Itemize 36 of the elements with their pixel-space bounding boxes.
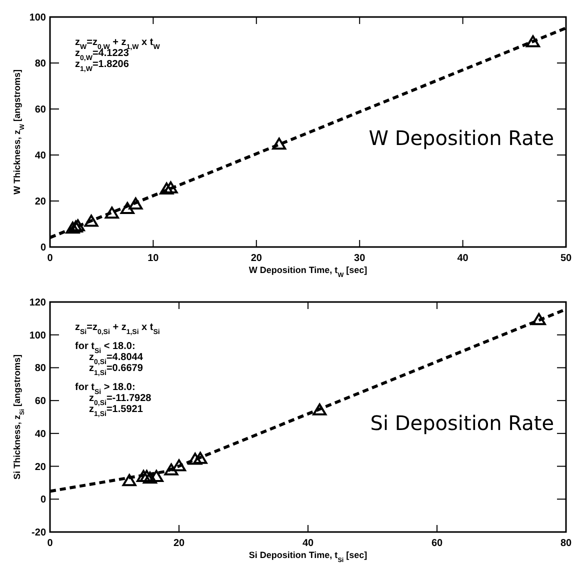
annotation: for t$_{Si}$ > 18.0:	[75, 382, 136, 396]
x-axis-title: W Deposition Time, t$_{W}$ [sec]	[248, 265, 368, 278]
x-tick-label: 0	[47, 538, 54, 549]
y-tick-label: 20	[34, 462, 46, 473]
y-tick-label: 100	[29, 330, 46, 342]
x-tick-label: 40	[302, 538, 314, 549]
annotation: z$_{0,Si}$=4.8044	[89, 352, 144, 366]
annotation: z$_{W}$=z$_{0,W}$ + z$_{1,W}$ x t$_{W}$	[75, 37, 160, 50]
annotation: z$_{Si}$=z$_{0,Si}$ + z$_{1,Si}$ x t$_{Si}$	[75, 322, 160, 336]
y-tick-label: 40	[34, 428, 46, 440]
x-axis-title: Si Deposition Time, t$_{Si}$ [sec]	[248, 550, 368, 564]
text: W Deposition Rate	[368, 126, 554, 150]
y-tick-label: 100	[29, 12, 46, 24]
x-tick-label: 30	[354, 253, 366, 264]
y-tick-label: 120	[29, 298, 46, 308]
y-tick-label: 80	[34, 58, 46, 70]
x-tick-label: 20	[173, 538, 185, 549]
y-tick-label: 80	[34, 363, 46, 374]
y-tick-label: 0	[40, 242, 46, 254]
annotation: z$_{0,Si}$=-11.7928	[89, 393, 152, 406]
y-tick-label: 0	[40, 494, 46, 506]
annotation: z$_{0,W}$=4.1223	[75, 48, 130, 62]
x-tick-label: 40	[457, 253, 469, 264]
y-tick-label: 20	[34, 196, 46, 208]
x-tick-label: 80	[560, 538, 572, 549]
x-tick-label: 20	[250, 253, 262, 264]
x-tick-label: 50	[560, 253, 572, 264]
y-tick-label: 60	[34, 396, 46, 408]
x-tick-label: 10	[148, 253, 160, 264]
x-tick-label: 0	[47, 253, 54, 264]
text: Si Deposition Rate	[370, 411, 554, 435]
annotation: for t$_{Si}$ < 18.0:	[75, 341, 136, 354]
x-tick-label: 60	[431, 538, 443, 549]
y-tick-label: 40	[34, 150, 46, 162]
y-tick-label: 60	[34, 104, 46, 116]
y-tick-label: -20	[32, 528, 46, 538]
